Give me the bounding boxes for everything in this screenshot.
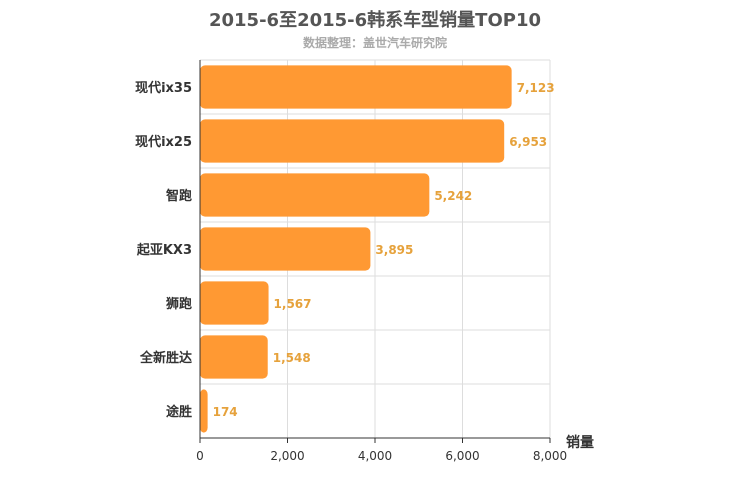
category-label: 狮跑: [165, 296, 192, 312]
bar: [200, 335, 268, 379]
bars: [200, 65, 512, 433]
bar: [200, 119, 505, 163]
bar-value-label: 174: [213, 405, 238, 419]
labels: 7,123 现代ix35 6,953 现代ix25 5,242 智跑 3,895 起亚KX3 1…: [135, 80, 594, 463]
x-tick-label: 0: [196, 449, 204, 463]
axes: [199, 60, 551, 443]
x-axis-label: 销量: [566, 434, 594, 451]
category-label: 途胜: [166, 404, 192, 420]
x-tick-label: 6,000: [445, 449, 479, 463]
bar-value-label: 1,548: [273, 351, 311, 365]
bar-value-label: 7,123: [517, 81, 555, 95]
bar: [200, 173, 430, 217]
chart-title: 2015-6至2015-6韩系车型销量TOP10: [208, 10, 541, 31]
bar-value-label: 6,953: [509, 135, 547, 149]
x-tick-label: 2,000: [270, 449, 304, 463]
category-label: 起亚KX3: [136, 242, 192, 258]
bar: [200, 281, 269, 325]
chart-subtitle: 数据整理：盖世汽车研究院: [302, 36, 447, 50]
bar-value-label: 5,242: [434, 189, 472, 203]
category-label: 现代ix35: [135, 80, 192, 96]
bar: [200, 227, 371, 271]
x-tick-label: 4,000: [358, 449, 392, 463]
category-label: 智跑: [166, 188, 192, 204]
x-tick-label: 8,000: [533, 449, 567, 463]
category-label: 全新胜达: [139, 350, 192, 366]
category-label: 现代ix25: [135, 134, 192, 150]
bar-value-label: 3,895: [375, 243, 413, 257]
bar: [200, 389, 208, 433]
bar-value-label: 1,567: [274, 297, 312, 311]
bar: [200, 65, 512, 109]
